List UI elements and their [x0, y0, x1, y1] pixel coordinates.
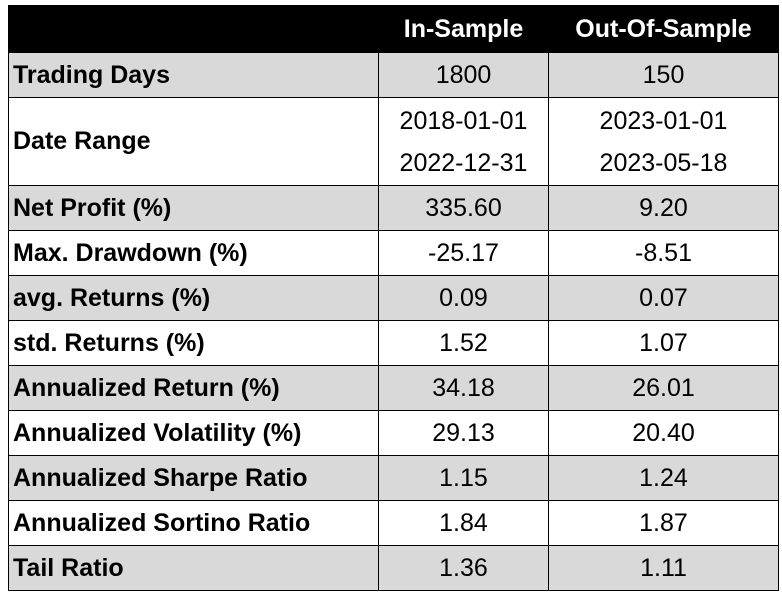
- cell: 1.11: [548, 545, 779, 591]
- column-header: Out-Of-Sample: [548, 5, 779, 53]
- table-row: Date Range 2018-01-01 2022-12-31 2023-01-01…: [8, 97, 779, 186]
- cell: 1.87: [548, 500, 779, 546]
- cell-line: 2023-01-01: [599, 106, 728, 135]
- cell: -8.51: [548, 230, 779, 276]
- cell: -25.17: [378, 230, 549, 276]
- row-label: avg. Returns (%): [8, 275, 379, 321]
- cell: 9.20: [548, 185, 779, 231]
- table-row: avg. Returns (%) 0.09 0.07: [8, 275, 779, 321]
- table-row: Tail Ratio 1.36 1.11: [8, 545, 779, 591]
- row-label: std. Returns (%): [8, 320, 379, 366]
- table-row: std. Returns (%) 1.52 1.07: [8, 320, 779, 366]
- cell-line: 2023-05-18: [599, 148, 728, 177]
- row-label: Trading Days: [8, 52, 379, 98]
- metrics-table: In-Sample Out-Of-Sample Trading Days 1800…: [8, 5, 779, 591]
- row-label: Net Profit (%): [8, 185, 379, 231]
- cell: 1.84: [378, 500, 549, 546]
- cell-line: 2018-01-01: [399, 106, 528, 135]
- cell: 0.09: [378, 275, 549, 321]
- table-row: Trading Days 1800 150: [8, 52, 779, 98]
- table-row: Annualized Return (%) 34.18 26.01: [8, 365, 779, 411]
- cell: 1.36: [378, 545, 549, 591]
- row-label: Annualized Sortino Ratio: [8, 500, 379, 546]
- table-row: Net Profit (%) 335.60 9.20: [8, 185, 779, 231]
- header-row: In-Sample Out-Of-Sample: [8, 5, 779, 53]
- cell: 29.13: [378, 410, 549, 456]
- cell: 2023-01-01 2023-05-18: [548, 97, 779, 186]
- cell: 34.18: [378, 365, 549, 411]
- header-corner: [8, 5, 379, 53]
- cell-line: 2022-12-31: [399, 148, 528, 177]
- cell: 1.15: [378, 455, 549, 501]
- row-label: Annualized Volatility (%): [8, 410, 379, 456]
- row-label: Date Range: [8, 97, 379, 186]
- cell: 0.07: [548, 275, 779, 321]
- cell: 2018-01-01 2022-12-31: [378, 97, 549, 186]
- cell: 26.01: [548, 365, 779, 411]
- table-row: Max. Drawdown (%) -25.17 -8.51: [8, 230, 779, 276]
- cell: 150: [548, 52, 779, 98]
- column-header: In-Sample: [378, 5, 549, 53]
- row-label: Max. Drawdown (%): [8, 230, 379, 276]
- cell: 1.24: [548, 455, 779, 501]
- table-body: Trading Days 1800 150 Date Range 2018-01-01 2…: [8, 52, 779, 591]
- cell: 1800: [378, 52, 549, 98]
- row-label: Tail Ratio: [8, 545, 379, 591]
- cell: 1.07: [548, 320, 779, 366]
- cell: 1.52: [378, 320, 549, 366]
- cell: 335.60: [378, 185, 549, 231]
- table-row: Annualized Sharpe Ratio 1.15 1.24: [8, 455, 779, 501]
- table-row: Annualized Volatility (%) 29.13 20.40: [8, 410, 779, 456]
- row-label: Annualized Return (%): [8, 365, 379, 411]
- row-label: Annualized Sharpe Ratio: [8, 455, 379, 501]
- table-row: Annualized Sortino Ratio 1.84 1.87: [8, 500, 779, 546]
- cell: 20.40: [548, 410, 779, 456]
